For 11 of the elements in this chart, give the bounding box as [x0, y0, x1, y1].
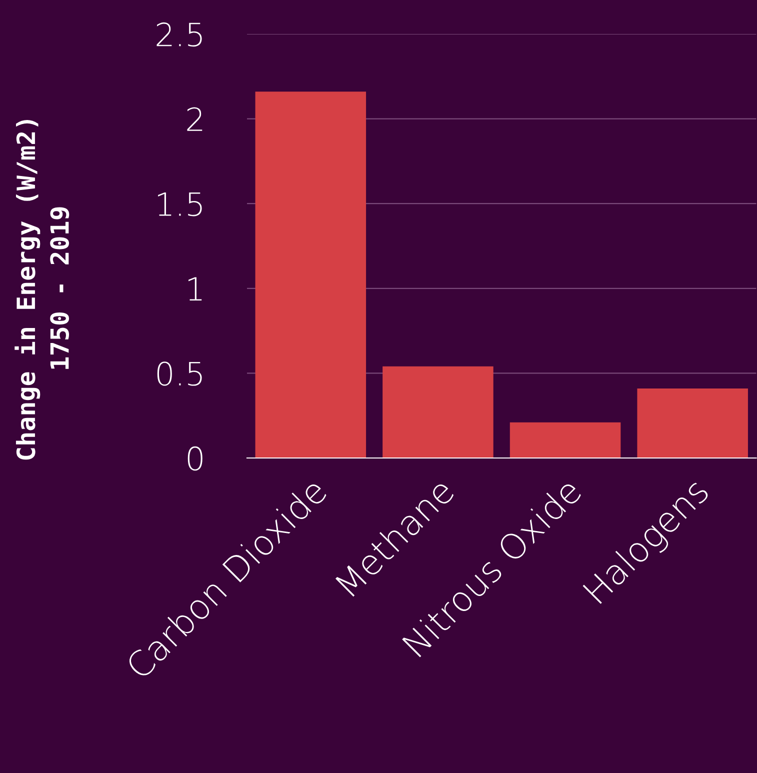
bar	[510, 422, 621, 458]
bar	[255, 92, 366, 458]
bar	[637, 388, 748, 458]
y-tick-label: 1.5	[158, 192, 202, 216]
y-axis-title: Change in Energy (W/m2) 1750 - 2019	[14, 120, 70, 460]
y-tick-label: 1	[188, 277, 202, 301]
y-tick-label: 0.5	[157, 362, 202, 386]
y-tick-label: 0	[188, 446, 202, 471]
bar	[382, 366, 494, 458]
y-tick-label: 2.5	[156, 22, 202, 47]
y-tick-label: 2	[187, 107, 202, 131]
